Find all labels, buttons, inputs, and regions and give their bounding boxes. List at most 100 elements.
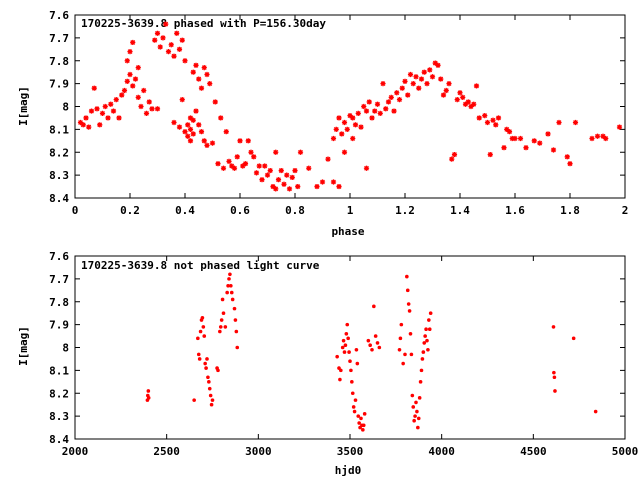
unphased-data-point <box>207 380 211 384</box>
phased-x-tick-label: 0.4 <box>175 204 195 217</box>
unphased-data-point <box>571 336 576 341</box>
unphased-x-axis-label: hjd0 <box>335 464 362 477</box>
unphased-data-point <box>233 318 238 322</box>
phased-data-point <box>399 85 405 91</box>
phased-data-point <box>600 133 606 139</box>
phased-data-point <box>487 151 493 158</box>
unphased-y-tick-label: 7.9 <box>49 319 69 332</box>
phased-data-point <box>377 110 383 116</box>
unphased-data-point <box>553 389 557 393</box>
unphased-data-point <box>405 274 409 279</box>
phased-data-point <box>242 161 249 167</box>
phased-data-point <box>168 42 174 48</box>
unphased-data-point <box>427 327 432 332</box>
phased-data-point <box>229 163 235 169</box>
unphased-data-point <box>411 405 416 409</box>
phased-data-point <box>495 115 502 121</box>
phased-data-point <box>234 154 240 160</box>
unphased-data-point <box>361 423 366 428</box>
unphased-data-point <box>415 409 419 414</box>
unphased-x-tick-label: 4500 <box>520 445 547 458</box>
phased-data-point <box>405 92 411 98</box>
phased-data-point <box>385 99 392 105</box>
phased-data-point <box>289 174 295 181</box>
phased-data-point <box>366 99 372 105</box>
phased-data-point <box>171 53 177 59</box>
phased-data-point <box>603 135 609 142</box>
unphased-data-point <box>218 329 222 334</box>
phased-data-point <box>185 133 191 139</box>
phased-data-point <box>198 85 205 91</box>
phased-data-point <box>245 138 251 144</box>
unphased-data-point <box>427 318 431 322</box>
phased-data-point <box>102 103 108 110</box>
phased-data-point <box>440 92 447 98</box>
phased-data-point <box>589 135 595 142</box>
phased-data-point <box>212 99 218 105</box>
unphased-data-point <box>362 412 367 416</box>
unphased-data-point <box>354 347 359 352</box>
phased-data-point <box>130 83 136 89</box>
unphased-data-point <box>351 405 356 409</box>
unphased-data-point <box>359 416 363 421</box>
phased-data-point <box>113 97 119 103</box>
phased-y-tick-label: 8.4 <box>49 192 69 205</box>
unphased-data-point <box>428 311 433 315</box>
unphased-data-point <box>366 338 371 343</box>
unphased-y-tick-label: 7.8 <box>49 296 69 309</box>
phased-data-point <box>350 135 356 142</box>
phased-data-point <box>187 138 194 144</box>
phased-y-axis-label: I[mag] <box>17 86 30 126</box>
unphased-data-point <box>552 375 557 380</box>
unphased-data-point <box>146 389 151 393</box>
unphased-data-point <box>420 357 425 361</box>
phased-data-point <box>341 149 348 155</box>
phased-data-point <box>462 101 469 107</box>
unphased-data-point <box>343 343 348 348</box>
phased-data-point <box>369 115 375 121</box>
phased-data-point <box>179 37 185 43</box>
phased-data-point <box>97 122 103 128</box>
phased-data-point <box>418 76 425 82</box>
phased-data-point <box>509 135 515 142</box>
phased-data-point <box>193 62 199 68</box>
phased-data-point <box>344 126 350 132</box>
unphased-data-point <box>399 322 404 327</box>
unphased-data-point <box>424 327 428 332</box>
phased-data-point <box>182 58 188 64</box>
phased-data-point <box>325 156 331 162</box>
phased-data-point <box>251 154 257 160</box>
phased-data-point <box>517 135 524 142</box>
unphased-data-point <box>416 416 421 421</box>
phased-data-point <box>240 163 246 169</box>
phased-data-point <box>187 126 194 132</box>
unphased-data-point <box>408 331 413 336</box>
unphased-y-tick-label: 8.2 <box>49 387 69 400</box>
phased-data-point <box>143 110 150 116</box>
phased-data-point <box>273 149 279 155</box>
phased-data-point <box>209 140 216 146</box>
unphased-data-point <box>198 329 203 334</box>
unphased-data-point <box>210 398 215 402</box>
phased-x-tick-label: 1.8 <box>560 204 580 217</box>
unphased-data-point <box>377 345 382 350</box>
unphased-data-point <box>228 272 232 277</box>
phased-data-point <box>391 108 397 114</box>
phased-data-point <box>284 172 290 178</box>
phased-data-point <box>330 135 337 142</box>
unphased-y-tick-label: 8.3 <box>49 410 69 423</box>
phased-data-point <box>157 44 163 50</box>
phased-data-point <box>457 90 463 96</box>
unphased-data-point <box>551 325 556 329</box>
unphased-data-point <box>205 357 209 361</box>
phased-data-point <box>424 81 430 87</box>
unphased-data-point <box>361 428 365 432</box>
unphased-y-tick-label: 7.7 <box>49 273 69 286</box>
phased-data-point <box>281 181 287 187</box>
phased-data-point <box>473 83 480 89</box>
phased-data-point <box>523 145 529 151</box>
phased-data-point <box>176 46 183 52</box>
phased-data-point <box>350 115 356 121</box>
unphased-data-point <box>357 421 361 425</box>
